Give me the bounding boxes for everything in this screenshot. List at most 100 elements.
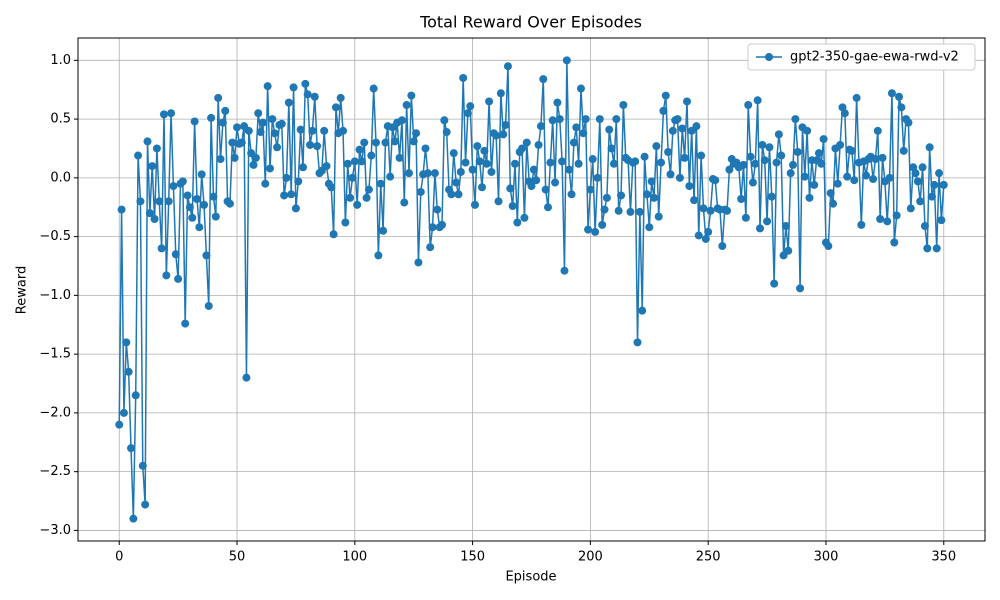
data-point (829, 199, 838, 208)
data-point (904, 118, 913, 127)
x-tick-label: 250 (696, 550, 721, 565)
data-point (404, 169, 413, 178)
data-point (774, 130, 783, 139)
data-point (428, 223, 437, 232)
data-point (607, 144, 616, 153)
data-point (470, 200, 479, 209)
y-tick-label: −0.5 (39, 229, 71, 244)
data-point (511, 159, 520, 168)
data-point (150, 214, 159, 223)
y-axis-label: Reward (15, 266, 30, 314)
data-point (190, 117, 199, 126)
data-point (819, 135, 828, 144)
data-point (536, 122, 545, 131)
data-point (591, 227, 600, 236)
data-point (306, 140, 315, 149)
data-point (197, 170, 206, 179)
data-point (336, 93, 345, 102)
data-point (430, 169, 439, 178)
data-point (781, 222, 790, 231)
data-point (478, 183, 487, 192)
data-point (475, 157, 484, 166)
data-point (664, 147, 673, 156)
data-point (605, 125, 614, 134)
legend-box (747, 43, 976, 71)
data-point (211, 212, 220, 221)
data-point (737, 195, 746, 204)
data-point (565, 165, 574, 174)
data-point (918, 163, 927, 172)
data-point (254, 109, 263, 118)
data-point (447, 190, 456, 199)
data-point (251, 153, 260, 162)
data-point (885, 173, 894, 182)
data-point (287, 190, 296, 199)
data-point (548, 116, 557, 125)
data-point (753, 96, 762, 105)
data-point (567, 190, 576, 199)
data-point (529, 165, 538, 174)
data-point (817, 159, 826, 168)
data-point (619, 100, 628, 109)
x-tick-label: 200 (578, 550, 603, 565)
data-point (134, 151, 143, 160)
y-tick-label: −2.0 (39, 405, 71, 420)
x-tick-label: 50 (229, 550, 246, 565)
data-point (159, 110, 168, 119)
data-point (899, 146, 908, 155)
data-point (136, 197, 145, 206)
data-point (543, 203, 552, 212)
data-point (706, 206, 715, 215)
data-point (157, 244, 166, 253)
data-point (892, 211, 901, 220)
data-point (647, 177, 656, 186)
data-point (341, 218, 350, 227)
data-point (760, 156, 769, 165)
data-point (586, 185, 595, 194)
data-point (115, 420, 124, 429)
x-tick-label: 100 (342, 550, 367, 565)
data-point (214, 93, 223, 102)
data-point (927, 192, 936, 201)
data-point (143, 137, 152, 146)
data-point (668, 126, 677, 135)
data-point (266, 164, 275, 173)
data-point (748, 178, 757, 187)
data-point (501, 120, 510, 129)
data-point (751, 159, 760, 168)
data-point (518, 144, 527, 153)
data-point (421, 144, 430, 153)
data-point (869, 175, 878, 184)
data-point (482, 159, 491, 168)
data-point (682, 97, 691, 106)
data-point (237, 138, 246, 147)
data-point (574, 159, 583, 168)
data-point (558, 157, 567, 166)
data-point (183, 191, 192, 200)
data-point (513, 218, 522, 227)
data-point (678, 124, 687, 133)
data-point (883, 217, 892, 226)
data-point (204, 301, 213, 310)
data-point (221, 106, 230, 115)
data-point (767, 192, 776, 201)
data-point (200, 200, 209, 209)
data-point (765, 143, 774, 152)
data-point (723, 206, 732, 215)
data-point (612, 115, 621, 124)
data-point (402, 100, 411, 109)
data-point (576, 84, 585, 93)
data-point (216, 155, 225, 164)
data-point (303, 90, 312, 99)
data-point (280, 191, 289, 200)
data-point (400, 198, 409, 207)
data-point (652, 142, 661, 151)
data-point (520, 213, 529, 222)
data-point (581, 115, 590, 124)
data-point (598, 220, 607, 229)
data-point (155, 197, 164, 206)
data-point (440, 116, 449, 125)
data-point (138, 461, 147, 470)
data-point (777, 151, 786, 160)
data-point (871, 155, 880, 164)
